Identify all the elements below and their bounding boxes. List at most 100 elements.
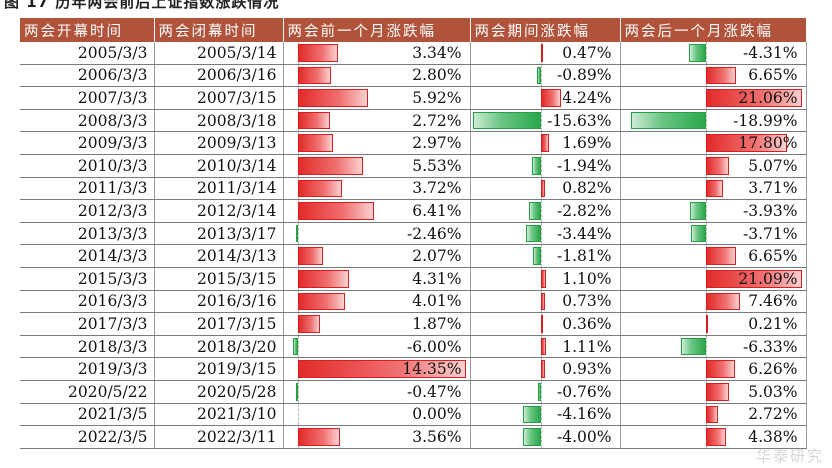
before-change-value: 3.56% [412,427,462,446]
before-change-value: 2.97% [412,134,462,153]
table-row: 2012/3/3 2012/3/14 6.41% -2.82% -3.93% [20,199,807,223]
close-date-cell: 2013/3/17 [154,222,284,246]
before-change-cell: 0.00% [283,403,471,427]
zero-axis [541,154,542,177]
close-date-cell: 2011/3/14 [154,177,284,201]
table-row: 2011/3/3 2011/3/14 3.72% 0.82% 3.71% [20,177,807,201]
table-row: 2017/3/3 2017/3/15 1.87% 0.36% 0.21% [20,312,807,336]
close-date-cell: 2022/3/11 [154,425,284,449]
after-change-value: -3.93% [743,201,798,220]
negative-bar [522,405,541,424]
during-change-value: 1.10% [562,269,612,288]
open-date-cell: 2006/3/3 [20,64,155,88]
after-change-value: 6.65% [748,247,798,266]
during-change-cell: -0.76% [470,380,621,404]
after-change-value: -3.71% [743,224,798,243]
after-change-cell: 5.03% [620,380,807,404]
after-change-cell: 6.65% [620,244,807,268]
during-change-value: 0.47% [562,43,612,62]
during-change-cell: -1.94% [470,154,621,178]
figure-caption: 图 17 历年两会前后上证指数涨跌情况 [0,0,832,14]
negative-bar [537,382,541,401]
positive-bar [541,315,543,333]
close-date-cell: 2009/3/13 [154,131,284,155]
table-row: 2014/3/3 2014/3/13 2.07% -1.81% 6.65% [20,244,807,268]
positive-bar [541,89,562,107]
before-change-cell: -0.47% [283,380,471,404]
before-change-cell: 6.41% [283,199,471,223]
close-date-cell: 2008/3/18 [154,109,284,133]
zero-axis [706,335,708,358]
zero-axis [298,403,300,426]
after-change-cell: 7.46% [620,290,807,314]
close-date-cell: 2020/5/28 [154,380,284,404]
positive-bar [541,179,545,198]
positive-bar [298,89,368,107]
before-change-value: 6.41% [412,201,462,220]
after-change-value: 2.72% [748,405,798,424]
positive-bar [706,66,737,85]
before-change-cell: 3.72% [283,177,471,201]
after-change-value: -6.33% [743,337,798,356]
open-date-cell: 2015/3/3 [20,267,155,291]
during-change-cell: -15.63% [470,109,621,133]
close-date-cell: 2005/3/14 [154,42,284,65]
positive-bar [706,247,737,265]
negative-bar [293,337,299,356]
negative-bar [630,111,707,130]
during-change-cell: 0.93% [470,357,621,381]
after-change-cell: 0.21% [620,312,807,336]
positive-bar [541,269,547,288]
open-date-cell: 2013/3/3 [20,222,155,246]
table-row: 2005/3/3 2005/3/14 3.34% 0.47% -4.31% [20,42,807,65]
positive-bar [298,66,332,85]
watermark: 华泰研究 [755,447,824,465]
before-change-value: 3.72% [412,179,462,198]
before-change-value: -0.47% [407,382,462,401]
table-row: 2016/3/3 2016/3/16 4.01% 0.73% 7.46% [20,290,807,314]
after-change-value: 0.21% [748,314,798,333]
after-change-cell: -6.33% [620,335,807,359]
close-date-cell: 2015/3/15 [154,267,284,291]
during-change-value: 4.24% [562,88,612,107]
during-change-cell: 1.10% [470,267,621,291]
zero-axis [298,380,300,403]
during-change-value: -2.82% [557,201,612,220]
header-before-change: 两会前一个月涨跌幅 [283,18,471,42]
after-change-value: -18.99% [733,111,798,130]
after-change-cell: 21.06% [620,86,807,110]
positive-bar [706,269,803,288]
before-change-cell: 5.53% [283,154,471,178]
after-change-cell: 5.07% [620,154,807,178]
positive-bar [298,247,323,265]
before-change-value: 5.53% [412,156,462,175]
after-change-cell: 21.09% [620,267,807,291]
close-date-cell: 2019/3/15 [154,357,284,381]
positive-bar [706,292,741,311]
zero-axis [541,222,542,245]
after-change-cell: 4.38% [620,425,807,449]
close-date-cell: 2006/3/16 [154,64,284,88]
table-row: 2008/3/3 2008/3/18 2.72% -15.63% -18.99% [20,109,807,133]
returns-table: 两会开幕时间 两会闭幕时间 两会前一个月涨跌幅 两会期间涨跌幅 两会后一个月涨跌… [20,18,807,449]
open-date-cell: 2019/3/3 [20,357,155,381]
table-row: 2022/3/5 2022/3/11 3.56% -4.00% 4.38% [20,425,807,449]
after-change-cell: -3.71% [620,222,807,246]
during-change-value: -0.76% [557,382,612,401]
positive-bar [541,44,544,62]
zero-axis [541,245,542,267]
before-change-value: 3.34% [412,43,462,62]
during-change-cell: -3.44% [470,222,621,246]
zero-axis [298,335,300,358]
during-change-cell: -0.89% [470,64,621,88]
close-date-cell: 2017/3/15 [154,312,284,336]
table-row: 2013/3/3 2013/3/17 -2.46% -3.44% -3.71% [20,222,807,246]
during-change-value: -4.00% [557,427,612,446]
negative-bar [472,111,541,130]
after-change-value: 5.07% [748,156,798,175]
open-date-cell: 2005/3/3 [20,42,155,65]
positive-bar [298,44,338,62]
zero-axis [706,200,708,222]
before-change-cell: 2.97% [283,131,471,155]
open-date-cell: 2008/3/3 [20,109,155,133]
